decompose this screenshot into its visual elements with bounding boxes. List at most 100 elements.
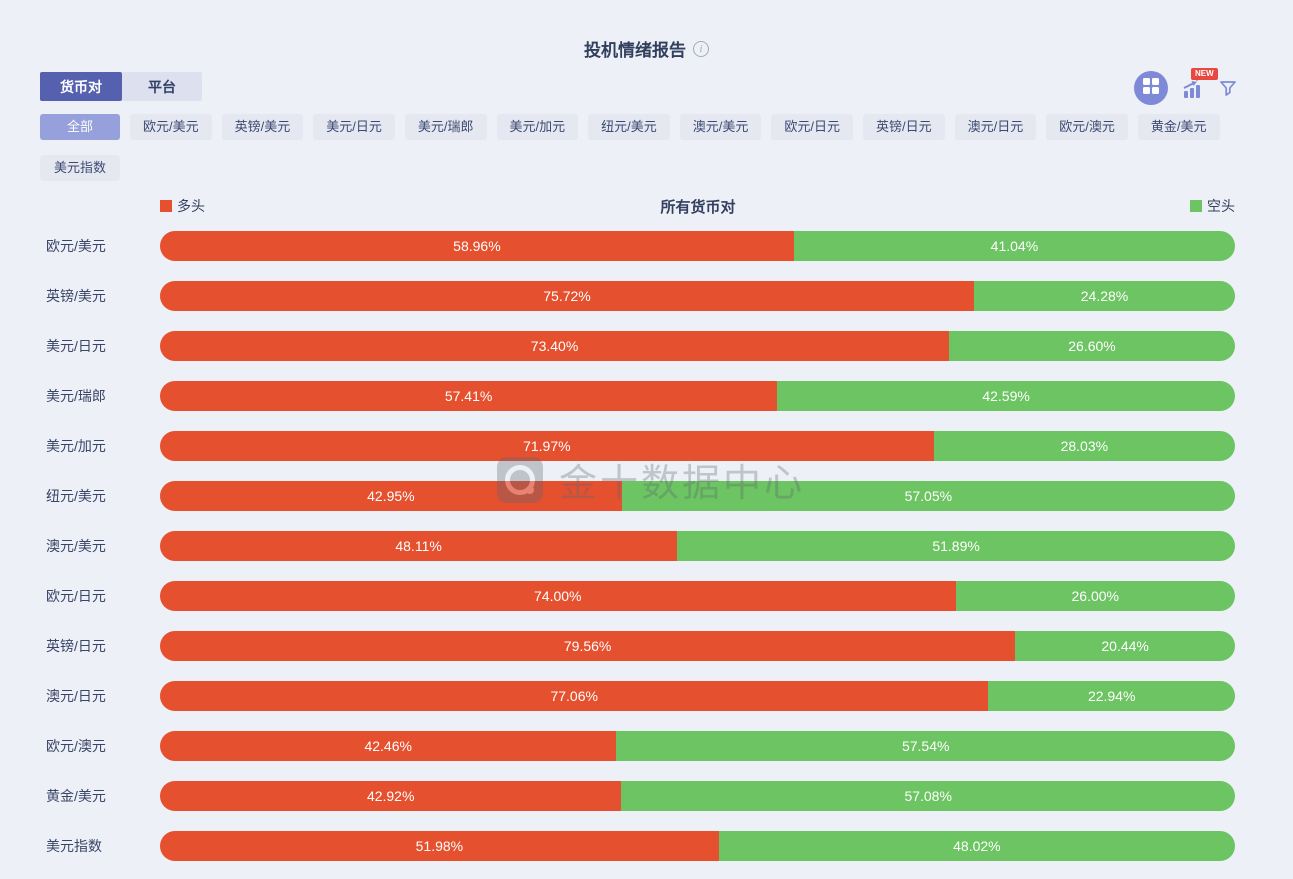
currency-row: 美元/日元 73.40% 26.60% [0, 331, 1235, 361]
short-percentage: 48.02% [953, 838, 1001, 854]
currency-row: 美元指数 51.98% 48.02% [0, 831, 1235, 861]
long-percentage: 79.56% [563, 638, 612, 654]
long-bar-segment[interactable]: 73.40% [160, 331, 950, 361]
filter-chip-英镑/美元[interactable]: 英镑/美元 [221, 114, 304, 140]
long-bar-segment[interactable]: 58.96% [160, 231, 794, 261]
short-percentage: 28.03% [1060, 438, 1109, 454]
filter-chip-欧元/澳元[interactable]: 欧元/澳元 [1046, 114, 1128, 140]
currency-pair-label: 美元/瑞郎 [46, 388, 106, 404]
filter-chip-澳元/美元[interactable]: 澳元/美元 [679, 114, 762, 140]
filter-chip-全部[interactable]: 全部 [40, 114, 120, 140]
currency-pair-label: 欧元/日元 [46, 588, 106, 604]
long-percentage: 77.06% [550, 688, 598, 704]
bar-rows: 欧元/美元 58.96% 41.04% 英镑/美元 75.72% 24.28% … [0, 231, 1235, 861]
short-percentage: 26.00% [1071, 588, 1119, 604]
currency-row: 美元/瑞郎 57.41% 42.59% [0, 381, 1235, 411]
long-percentage: 75.72% [543, 288, 591, 304]
long-bar-segment[interactable]: 79.56% [160, 631, 1016, 661]
short-legend-label: 空头 [1207, 198, 1235, 214]
short-bar-segment[interactable]: 57.54% [616, 731, 1235, 761]
sentiment-bar: 79.56% 20.44% [160, 631, 1235, 661]
long-bar-segment[interactable]: 51.98% [160, 831, 719, 861]
tab-currency-pairs[interactable]: 货币对 [40, 72, 122, 101]
long-percentage: 71.97% [523, 438, 571, 454]
short-percentage: 20.44% [1101, 638, 1149, 654]
filter-chip-黄金/美元[interactable]: 黄金/美元 [1137, 114, 1220, 140]
filter-chip-纽元/美元[interactable]: 纽元/美元 [588, 114, 670, 140]
short-bar-segment[interactable]: 57.08% [621, 781, 1235, 811]
currency-pair-label: 澳元/美元 [46, 538, 106, 554]
short-bar-segment[interactable]: 28.03% [933, 431, 1235, 461]
long-bar-segment[interactable]: 57.41% [160, 381, 778, 411]
filter-chip-欧元/美元[interactable]: 欧元/美元 [130, 114, 212, 140]
filter-chip-美元/日元[interactable]: 美元/日元 [313, 114, 395, 140]
currency-row: 澳元/日元 77.06% 22.94% [0, 681, 1235, 711]
info-icon[interactable]: i [693, 40, 709, 57]
filter-chip-美元/瑞郎[interactable]: 美元/瑞郎 [404, 114, 487, 140]
short-bar-segment[interactable]: 26.60% [949, 331, 1235, 361]
short-legend: 空头 [1190, 196, 1235, 216]
tab-platforms[interactable]: 平台 [122, 72, 202, 101]
filter-chip-欧元/日元[interactable]: 欧元/日元 [771, 114, 853, 140]
long-bar-segment[interactable]: 75.72% [160, 281, 974, 311]
filter-chip-美元/加元[interactable]: 美元/加元 [496, 114, 579, 140]
long-percentage: 42.95% [367, 488, 415, 504]
short-bar-segment[interactable]: 24.28% [973, 281, 1235, 311]
page-header: 投机情绪报告 i [0, 36, 1293, 61]
currency-filter-row-1: 全部 欧元/美元 英镑/美元 美元/日元 美元/瑞郎 美元/加元 纽元/美元 澳元/美元 欧元/… [40, 114, 1220, 140]
currency-row: 纽元/美元 42.95% 57.05% [0, 481, 1235, 511]
currency-pair-label: 欧元/澳元 [46, 738, 106, 754]
filter-chip-美元指数[interactable]: 美元指数 [40, 155, 120, 181]
currency-row: 黄金/美元 42.92% 57.08% [0, 781, 1235, 811]
long-legend: 多头 [160, 196, 205, 216]
toolbar: NEW [1134, 68, 1238, 105]
short-bar-segment[interactable]: 48.02% [718, 831, 1235, 861]
sentiment-bar: 42.95% 57.05% [160, 481, 1235, 511]
legend-row: 多头 所有货币对 空头 [0, 196, 1293, 218]
sentiment-bar: 74.00% 26.00% [160, 581, 1235, 611]
short-legend-swatch [1190, 200, 1202, 212]
currency-row: 美元/加元 71.97% 28.03% [0, 431, 1235, 461]
layout-grid-button[interactable] [1134, 71, 1168, 105]
long-percentage: 42.92% [366, 788, 415, 804]
currency-pair-label: 美元指数 [46, 838, 102, 854]
long-bar-segment[interactable]: 74.00% [160, 581, 956, 611]
currency-row: 澳元/美元 48.11% 51.89% [0, 531, 1235, 561]
long-percentage: 57.41% [444, 388, 493, 404]
sentiment-bar: 58.96% 41.04% [160, 231, 1235, 261]
trend-chart-icon [1182, 81, 1204, 103]
long-percentage: 58.96% [453, 238, 501, 254]
short-percentage: 42.59% [982, 388, 1030, 404]
long-bar-segment[interactable]: 42.92% [160, 781, 622, 811]
filter-chip-英镑/日元[interactable]: 英镑/日元 [863, 114, 945, 140]
short-percentage: 57.05% [904, 488, 953, 504]
short-bar-segment[interactable]: 42.59% [777, 381, 1235, 411]
long-bar-segment[interactable]: 71.97% [160, 431, 934, 461]
currency-pair-label: 英镑/美元 [46, 288, 106, 304]
currency-pair-label: 纽元/美元 [46, 488, 106, 504]
long-legend-swatch [160, 200, 172, 212]
long-percentage: 74.00% [534, 588, 582, 604]
currency-pair-label: 黄金/美元 [46, 788, 106, 804]
long-bar-segment[interactable]: 42.46% [160, 731, 617, 761]
long-bar-segment[interactable]: 77.06% [160, 681, 989, 711]
sentiment-bar: 42.92% 57.08% [160, 781, 1235, 811]
short-bar-segment[interactable]: 20.44% [1015, 631, 1235, 661]
currency-filter-row-2: 美元指数 [40, 155, 120, 181]
filter-funnel-button[interactable] [1218, 78, 1238, 103]
long-bar-segment[interactable]: 48.11% [160, 531, 678, 561]
long-bar-segment[interactable]: 42.95% [160, 481, 622, 511]
sentiment-bar: 75.72% 24.28% [160, 281, 1235, 311]
short-bar-segment[interactable]: 22.94% [988, 681, 1235, 711]
short-bar-segment[interactable]: 51.89% [677, 531, 1235, 561]
short-bar-segment[interactable]: 41.04% [793, 231, 1235, 261]
short-bar-segment[interactable]: 57.05% [621, 481, 1235, 511]
filter-chip-澳元/日元[interactable]: 澳元/日元 [954, 114, 1037, 140]
short-percentage: 26.60% [1068, 338, 1116, 354]
currency-row: 英镑/美元 75.72% 24.28% [0, 281, 1235, 311]
short-bar-segment[interactable]: 26.00% [955, 581, 1235, 611]
view-tabs: 货币对 平台 [40, 72, 202, 101]
sentiment-bar: 51.98% 48.02% [160, 831, 1235, 861]
trend-chart-button[interactable]: NEW [1182, 68, 1218, 104]
